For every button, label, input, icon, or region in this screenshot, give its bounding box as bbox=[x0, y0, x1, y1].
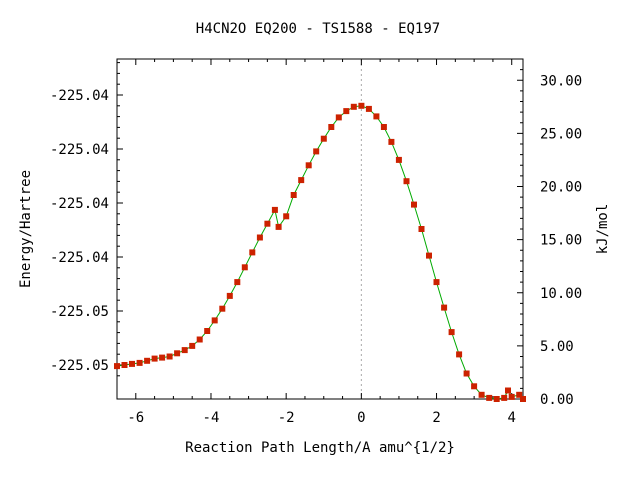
data-point bbox=[114, 363, 120, 370]
data-point bbox=[136, 359, 143, 366]
data-point bbox=[448, 329, 455, 336]
data-point bbox=[395, 156, 402, 163]
data-point bbox=[151, 355, 158, 362]
y2-tick-label: 20.00 bbox=[540, 180, 582, 196]
x-tick-label: 0 bbox=[357, 410, 365, 426]
data-point bbox=[463, 370, 470, 377]
plot-frame bbox=[116, 58, 524, 400]
y2-tick-label: 0.00 bbox=[540, 392, 574, 408]
y-tick-label: -225.04 bbox=[50, 142, 109, 158]
data-point bbox=[493, 396, 500, 402]
x-tick-label: -4 bbox=[203, 410, 220, 426]
data-point bbox=[373, 113, 380, 120]
data-point bbox=[271, 206, 278, 213]
y2-axis-label: kJ/mol bbox=[595, 204, 611, 255]
data-point bbox=[159, 354, 166, 361]
data-point bbox=[328, 124, 335, 130]
data-point bbox=[516, 391, 523, 398]
series-points bbox=[114, 102, 526, 402]
y2-tick-label: 5.00 bbox=[540, 339, 574, 355]
y2-tick-label: 10.00 bbox=[540, 286, 582, 302]
data-point bbox=[166, 353, 173, 360]
data-point bbox=[290, 192, 297, 198]
x-tick-label: 4 bbox=[508, 410, 516, 426]
data-point bbox=[196, 336, 203, 343]
data-point bbox=[433, 279, 440, 286]
data-point bbox=[388, 138, 395, 145]
x-ticks: -6 -4 -2 0 2 4 bbox=[116, 59, 516, 426]
data-point bbox=[520, 396, 526, 402]
y-tick-label: -225.04 bbox=[50, 250, 109, 266]
x-tick-label: 2 bbox=[432, 410, 440, 426]
data-point bbox=[411, 201, 417, 208]
data-point bbox=[174, 350, 181, 357]
data-point bbox=[418, 226, 425, 232]
y-tick-label: -225.04 bbox=[50, 196, 109, 212]
data-point bbox=[121, 362, 128, 368]
data-point bbox=[403, 178, 410, 185]
data-point bbox=[505, 387, 511, 394]
y2-ticks: 0.00 5.00 10.00 15.00 20.00 25.00 30.00 bbox=[517, 69, 582, 408]
y-tick-label: -225.04 bbox=[50, 88, 109, 104]
data-point bbox=[365, 105, 372, 112]
data-point bbox=[313, 148, 320, 155]
data-point bbox=[234, 279, 241, 286]
data-point bbox=[249, 249, 256, 256]
data-point bbox=[204, 328, 211, 334]
data-point bbox=[256, 234, 263, 241]
y-tick-label: -225.05 bbox=[50, 358, 109, 374]
data-point bbox=[441, 304, 448, 311]
data-point bbox=[426, 252, 432, 259]
data-point bbox=[486, 394, 493, 401]
data-point bbox=[226, 292, 233, 299]
data-point bbox=[181, 347, 188, 354]
x-tick-label: -6 bbox=[127, 410, 144, 426]
data-point bbox=[508, 393, 515, 400]
y2-tick-label: 30.00 bbox=[540, 73, 582, 89]
data-point bbox=[211, 317, 218, 324]
data-point bbox=[298, 177, 305, 184]
data-point bbox=[478, 391, 485, 398]
data-point bbox=[335, 114, 342, 121]
data-point bbox=[471, 383, 478, 390]
data-point bbox=[283, 213, 290, 220]
y-tick-label: -225.05 bbox=[50, 304, 109, 320]
chart-title: H4CN2O EQ200 - TS1588 - EQ197 bbox=[196, 21, 440, 37]
data-point bbox=[264, 220, 271, 227]
data-point bbox=[343, 108, 350, 115]
data-point bbox=[456, 351, 463, 358]
y-axis-label: Energy/Hartree bbox=[18, 170, 34, 288]
data-point bbox=[380, 124, 387, 130]
data-point bbox=[189, 342, 196, 349]
data-point bbox=[144, 357, 151, 364]
data-point bbox=[501, 394, 508, 401]
data-point bbox=[219, 305, 226, 312]
data-point bbox=[358, 102, 365, 109]
y2-tick-label: 15.00 bbox=[540, 233, 582, 249]
data-point bbox=[129, 360, 135, 367]
y2-tick-label: 25.00 bbox=[540, 126, 582, 142]
data-point bbox=[275, 223, 282, 230]
x-axis-label: Reaction Path Length/A amu^{1/2} bbox=[185, 440, 455, 456]
data-point bbox=[320, 135, 327, 142]
data-point bbox=[350, 103, 357, 110]
data-point bbox=[241, 264, 248, 271]
data-point bbox=[305, 162, 312, 169]
x-tick-label: -2 bbox=[278, 410, 295, 426]
y-ticks: -225.05 -225.05 -225.04 -225.04 -225.04 -225.… bbox=[50, 62, 123, 377]
